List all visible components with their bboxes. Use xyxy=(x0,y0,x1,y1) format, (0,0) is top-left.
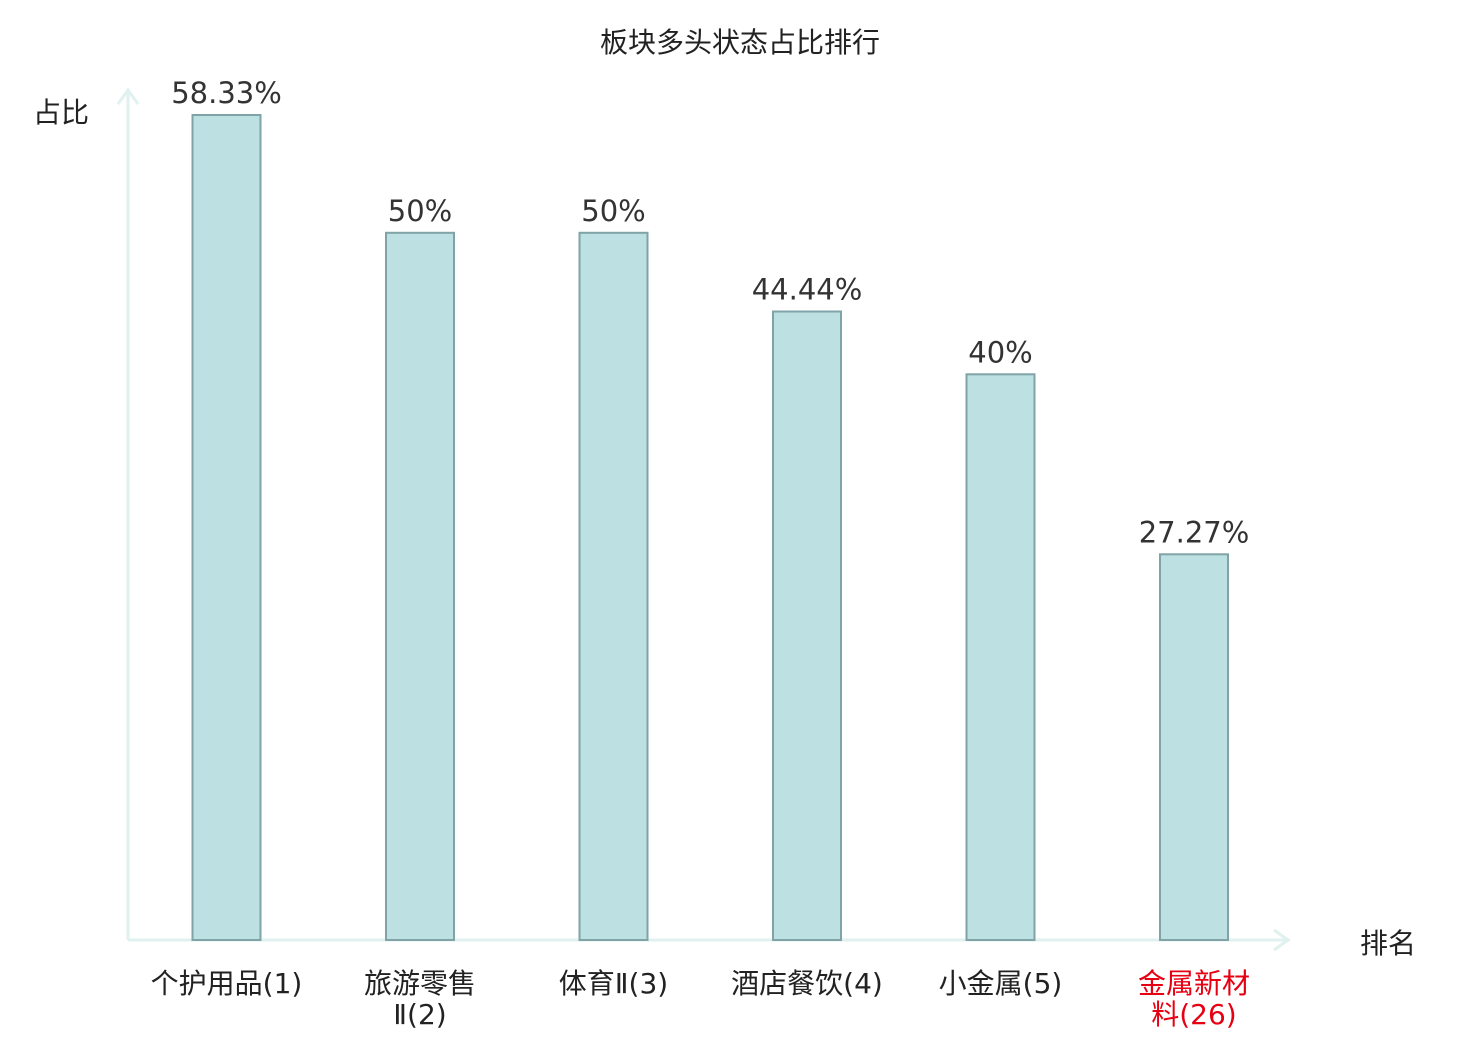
bar-4 xyxy=(772,310,842,941)
category-labels-group: 个护用品(1) 旅游零售 Ⅱ(2) 体育Ⅱ(3) 酒店餐饮(4) 小金属(5) 金属新材料(… xyxy=(151,967,1250,1031)
y-axis-label: 占比 xyxy=(33,96,89,129)
value-label-4: 44.44% xyxy=(752,273,863,307)
category-label-3: 体育Ⅱ(3) xyxy=(559,967,668,1000)
bar-3 xyxy=(578,231,649,942)
bar-6 xyxy=(1159,553,1229,941)
x-axis xyxy=(128,928,1291,952)
category-label-6: 金属新材料(26) xyxy=(1138,967,1250,1031)
value-labels-group: 58.33% 50% 50% 44.44% 40% 27.27% xyxy=(171,76,1249,549)
value-label-1: 58.33% xyxy=(171,76,282,110)
y-axis xyxy=(116,87,140,940)
value-label-6: 27.27% xyxy=(1139,515,1250,549)
bar-1 xyxy=(191,114,262,941)
chart-title: 板块多头状态占比排行 xyxy=(600,26,880,59)
category-label-4: 酒店餐饮(4) xyxy=(731,967,883,1000)
value-label-5: 40% xyxy=(968,335,1032,369)
bar-5 xyxy=(965,373,1036,941)
value-label-2: 50% xyxy=(388,194,452,228)
bars-group xyxy=(191,114,1229,942)
category-label-1: 个护用品(1) xyxy=(151,967,303,1000)
category-label-5: 小金属(5) xyxy=(939,967,1063,1000)
bar-2 xyxy=(385,231,455,942)
x-axis-label: 排名 xyxy=(1360,927,1416,960)
value-label-3: 50% xyxy=(581,194,645,228)
category-label-2: 旅游零售 Ⅱ(2) xyxy=(364,967,476,1031)
